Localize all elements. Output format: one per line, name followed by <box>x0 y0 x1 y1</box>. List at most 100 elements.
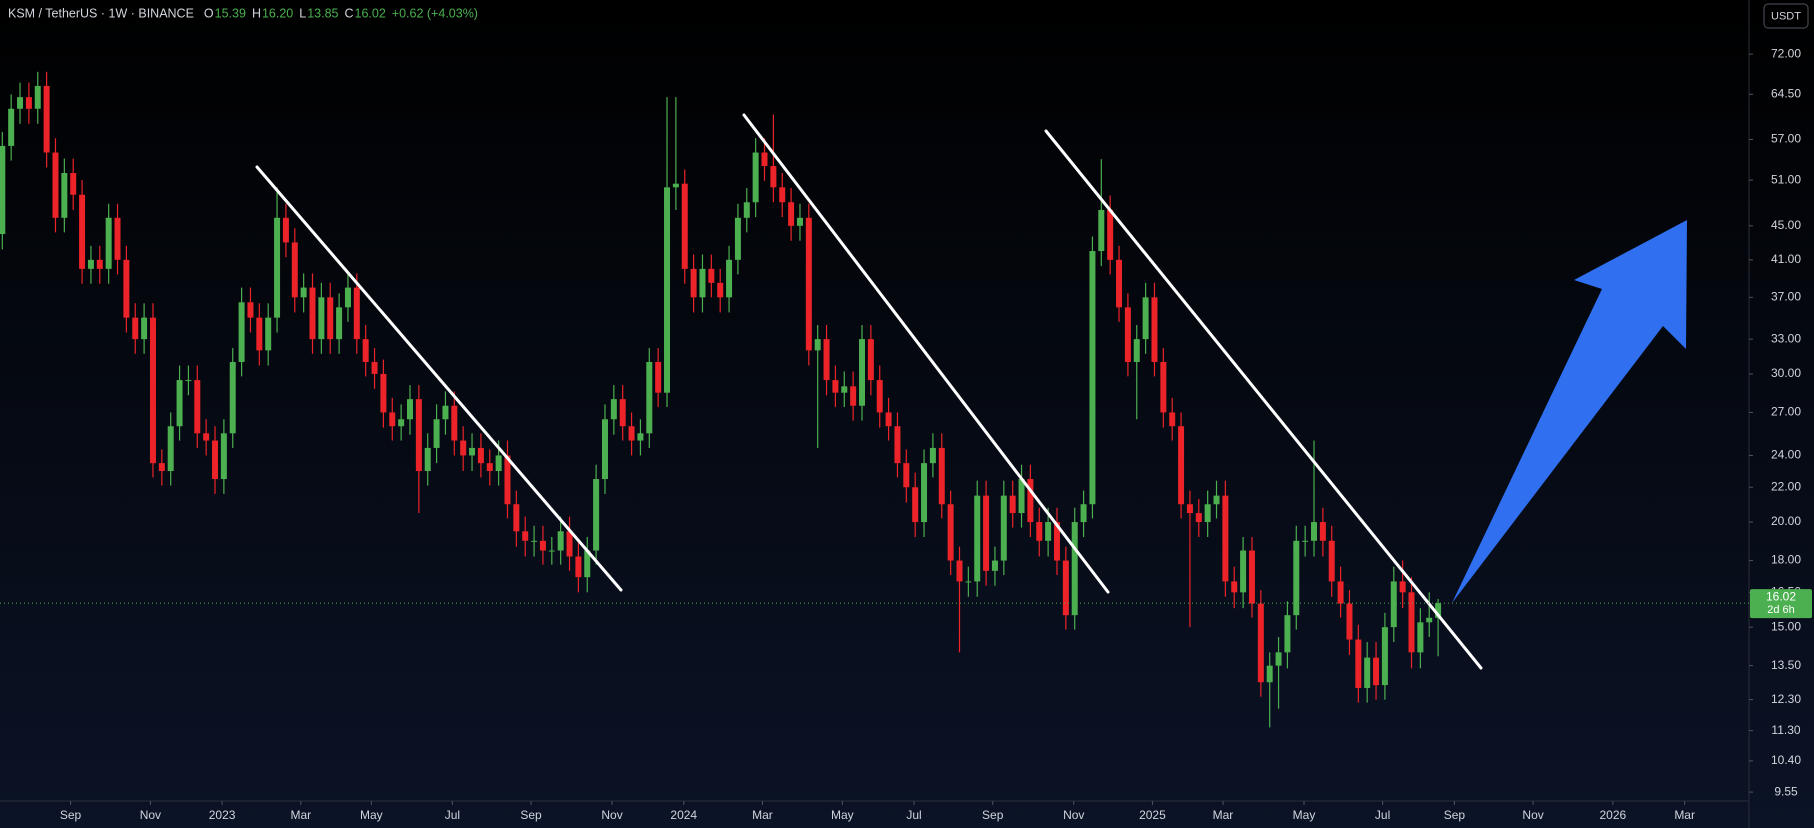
candle-body <box>841 386 848 393</box>
ohlc-value: 15.39 <box>215 6 246 20</box>
candle-body <box>1018 479 1025 514</box>
candle-body <box>132 317 139 340</box>
trend-line[interactable] <box>1044 129 1483 670</box>
y-tick-label: 20.00 <box>1771 514 1801 528</box>
trend-line[interactable] <box>255 165 623 592</box>
x-tick-label: Sep <box>982 808 1004 822</box>
y-tick-label: 41.00 <box>1771 252 1801 266</box>
x-tick-label: Nov <box>601 808 622 822</box>
candle-body <box>921 463 928 523</box>
candle-body <box>123 259 130 318</box>
y-tick-label: 45.00 <box>1771 218 1801 232</box>
candle-body <box>548 550 555 552</box>
candle-body <box>1169 412 1176 427</box>
y-tick-label: 51.00 <box>1771 172 1801 186</box>
candle-body <box>1195 513 1202 523</box>
x-tick-label: Nov <box>1522 808 1543 822</box>
candle-body <box>43 85 50 153</box>
currency-label: USDT <box>1771 10 1801 22</box>
candle-body <box>690 268 697 298</box>
x-tick-label: Mar <box>752 808 773 822</box>
candle-body <box>70 173 77 195</box>
candle-body <box>1435 603 1442 618</box>
trend-line[interactable] <box>742 113 1110 594</box>
candle-body <box>575 556 582 578</box>
ohlc-value: 16.02 <box>355 6 386 20</box>
candle-body <box>1080 504 1087 523</box>
candle-body <box>344 287 351 308</box>
candle-body <box>664 187 671 393</box>
candle-body <box>1311 522 1318 541</box>
y-tick-label: 11.30 <box>1771 723 1800 737</box>
candle-body <box>415 399 422 472</box>
y-tick-label: 24.00 <box>1771 448 1801 462</box>
candle-body <box>1045 522 1052 541</box>
axes: 72.00 64.50 57.00 51.00 45.00 41.00 37.00 33.00… <box>60 46 1801 822</box>
candle-body <box>1328 540 1335 582</box>
y-tick-label: 9.55 <box>1774 784 1798 798</box>
candle-body <box>513 504 520 532</box>
candles <box>0 71 1442 728</box>
candle-body <box>1381 627 1388 686</box>
candle-body <box>610 399 617 420</box>
candle-body <box>717 282 724 298</box>
countdown-label: 2d 6h <box>1767 604 1795 616</box>
x-tick-label: Mar <box>1674 808 1695 822</box>
candle-body <box>655 361 662 393</box>
candle-body <box>1390 581 1397 628</box>
candle-body <box>194 380 201 434</box>
candle-body <box>398 419 405 427</box>
candle-body <box>469 447 476 456</box>
candle-body <box>327 297 334 340</box>
currency-button[interactable] <box>1763 3 1809 29</box>
candle-body <box>1346 603 1353 640</box>
candle-body <box>628 426 635 441</box>
candle-body <box>1293 540 1300 616</box>
candle-body <box>176 380 183 427</box>
arrow[interactable] <box>1452 220 1687 603</box>
candle-body <box>1426 617 1433 623</box>
last-price-label: 16.02 <box>1766 589 1796 603</box>
x-tick-label: Sep <box>60 808 82 822</box>
candle-body <box>1408 592 1415 653</box>
candle-body <box>1151 297 1158 362</box>
candle-body <box>353 287 360 340</box>
y-tick-label: 22.00 <box>1771 479 1801 493</box>
candle-body <box>752 152 759 203</box>
candle-body <box>522 531 529 541</box>
candle-body <box>1266 665 1273 683</box>
candle-body <box>265 317 272 351</box>
candle-body <box>761 152 768 167</box>
y-tick-label: 15.00 <box>1771 619 1801 633</box>
candle-body <box>371 361 378 374</box>
x-tick-label: 2023 <box>209 808 236 822</box>
candle-body <box>1337 581 1344 604</box>
candle-body <box>876 380 883 413</box>
candle-body <box>1000 495 1007 561</box>
y-tick-label: 72.00 <box>1771 46 1801 60</box>
candle-body <box>956 560 963 582</box>
candle-body <box>734 217 741 260</box>
candle-body <box>380 373 387 413</box>
candle-body <box>557 531 564 551</box>
ohlc-key: C <box>344 6 353 20</box>
candle-body <box>1364 657 1371 688</box>
candle-body <box>1089 251 1096 505</box>
x-tick-label: Sep <box>520 808 542 822</box>
candle-body <box>850 386 857 406</box>
candle-body <box>300 287 307 298</box>
candle-body <box>141 317 148 340</box>
candle-body <box>832 380 839 393</box>
ohlc-key: H <box>252 6 261 20</box>
candle-body <box>1124 307 1131 362</box>
candle-body <box>912 487 919 523</box>
candle-body <box>1302 540 1309 542</box>
candle-body <box>1222 495 1229 582</box>
candle-body <box>389 412 396 427</box>
candle-body <box>1053 522 1060 561</box>
candle-body <box>1355 639 1362 688</box>
candle-body <box>699 268 706 298</box>
candle-body <box>460 440 467 456</box>
